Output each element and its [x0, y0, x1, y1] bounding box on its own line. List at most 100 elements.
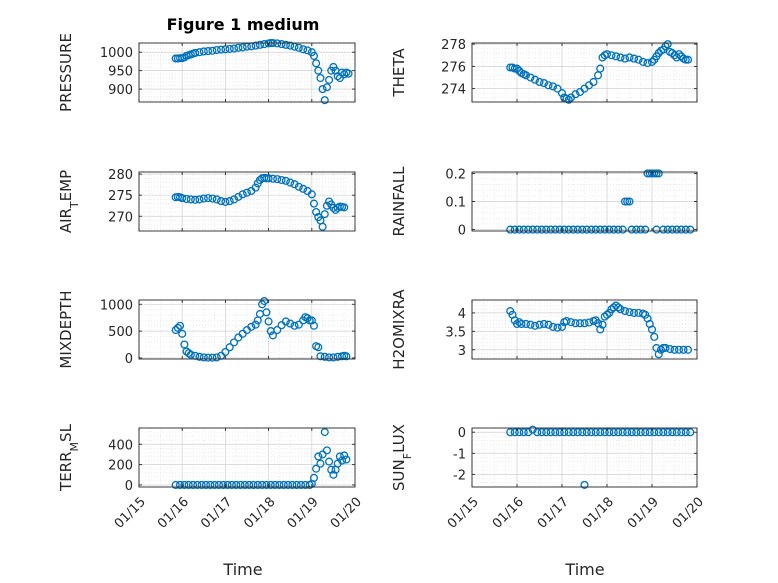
data-point	[512, 64, 522, 73]
data-point	[510, 428, 519, 437]
data-point	[679, 345, 688, 354]
data-point	[206, 480, 215, 490]
data-point	[535, 77, 544, 87]
y-tick-label: 400	[108, 438, 133, 453]
data-point	[214, 480, 223, 490]
data-point	[184, 349, 193, 358]
data-point	[620, 307, 630, 316]
data-point	[596, 325, 605, 334]
x-tick-label: 01/19	[285, 495, 322, 532]
data-point	[197, 480, 206, 490]
data-point	[251, 320, 260, 329]
data-point	[578, 225, 587, 234]
data-point	[236, 480, 245, 490]
data-point	[600, 225, 609, 234]
data-point	[665, 344, 675, 354]
y-tick-label: 4	[458, 307, 466, 322]
subplot-theta: 274 276 278 THETA	[390, 38, 698, 104]
subplot-terr-msl: 0 200 400 01/15 01/16 01/17 01/18 01/19 01/20 TER…	[57, 423, 365, 531]
data-point	[320, 352, 329, 361]
data-point	[180, 340, 189, 349]
data-point	[551, 428, 560, 437]
data-point	[281, 176, 290, 185]
axes-box	[138, 42, 356, 103]
data-point	[524, 225, 533, 234]
data-point	[573, 428, 582, 437]
data-point	[544, 320, 553, 329]
data-point	[193, 480, 202, 490]
data-point	[672, 225, 681, 234]
data-point	[204, 353, 213, 362]
data-point	[548, 322, 558, 331]
data-point	[225, 343, 234, 352]
data-point	[605, 428, 614, 437]
data-point	[251, 183, 260, 192]
x-tick-label: 01/15	[112, 495, 149, 532]
data-point	[659, 225, 668, 234]
data-point	[602, 50, 612, 59]
y-axis-label: MIXDEPTH	[57, 290, 75, 368]
data-point	[188, 480, 198, 490]
data-point	[208, 46, 217, 55]
data-point	[627, 225, 636, 234]
subplot-mixdepth: 0 500 1000 MIXDEPTH	[57, 290, 356, 369]
data-point	[602, 310, 612, 319]
plot-area	[139, 43, 355, 102]
data-point	[286, 178, 295, 187]
data-point	[221, 197, 230, 206]
data-point	[677, 225, 686, 234]
data-point	[506, 428, 515, 437]
data-point	[533, 428, 542, 437]
data-point	[519, 428, 528, 437]
subplot-h2omixra: 3 3.5 4 H2OMIXRA	[390, 289, 698, 370]
data-point	[618, 428, 627, 437]
y-tick-label: 278	[441, 38, 466, 53]
data-point	[544, 81, 553, 90]
data-point	[618, 225, 627, 234]
data-point	[266, 480, 275, 490]
data-point	[562, 316, 571, 326]
data-point	[258, 480, 267, 490]
data-point	[277, 40, 286, 49]
data-point	[312, 59, 321, 68]
data-point	[564, 225, 573, 234]
data-point	[519, 225, 528, 234]
data-point	[530, 321, 540, 330]
data-point	[587, 428, 596, 437]
data-point	[307, 190, 316, 199]
data-point	[175, 480, 185, 490]
y-tick-label: 950	[108, 65, 133, 80]
data-point	[553, 323, 562, 332]
data-point	[553, 84, 562, 93]
y-axis-label: PRESSURE	[57, 33, 75, 112]
grid	[471, 172, 697, 231]
data-point	[557, 89, 567, 98]
data-point	[320, 210, 329, 219]
data-point	[629, 308, 639, 317]
data-point	[268, 331, 277, 340]
data-point	[573, 225, 582, 234]
data-point	[191, 195, 200, 204]
data-point	[638, 57, 648, 66]
axes-box	[471, 299, 698, 360]
data-point	[656, 345, 666, 354]
series-markers	[506, 301, 693, 359]
data-point	[555, 225, 564, 234]
data-point	[337, 456, 347, 465]
data-point	[645, 428, 654, 437]
y-tick-label: 275	[108, 189, 133, 204]
data-point	[325, 353, 334, 362]
data-point	[625, 308, 634, 317]
chart-title: Figure 1 medium	[167, 15, 320, 34]
data-point	[290, 321, 299, 330]
axes-box	[138, 299, 356, 360]
data-point	[212, 45, 221, 55]
data-point	[318, 450, 327, 459]
axes-box	[138, 171, 356, 232]
x-tick-label: 01/16	[155, 495, 192, 532]
data-point	[296, 480, 306, 490]
data-point	[551, 225, 560, 234]
data-point	[596, 64, 605, 73]
data-point	[659, 428, 668, 437]
data-point	[510, 225, 519, 234]
